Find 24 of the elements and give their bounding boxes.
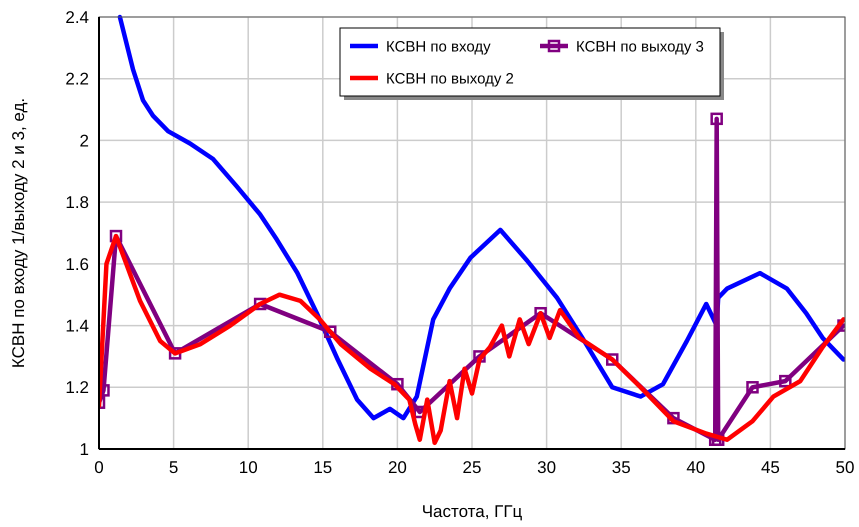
y-tick-label: 1 xyxy=(80,440,89,459)
x-tick-label: 0 xyxy=(94,458,104,477)
y-tick-label: 2 xyxy=(80,131,89,150)
y-tick-label: 1.4 xyxy=(65,316,89,336)
y-axis-title: КСВН по входу 1/выходу 2 и 3, ед. xyxy=(9,98,28,368)
x-tick-label: 25 xyxy=(462,458,482,477)
x-axis-title: Частота, ГГц xyxy=(422,502,523,521)
x-tick-label: 15 xyxy=(313,458,332,477)
y-tick-label: 1.8 xyxy=(65,193,89,212)
y-tick-label: 2.4 xyxy=(65,8,89,27)
x-tick-label: 45 xyxy=(760,458,780,477)
y-tick-label: 1.2 xyxy=(65,378,89,398)
x-tick-label: 40 xyxy=(686,458,706,477)
legend-label: КСВН по входу xyxy=(386,38,492,56)
x-tick-label: 10 xyxy=(238,458,258,477)
x-tick-label: 50 xyxy=(836,458,854,477)
x-tick-label: 20 xyxy=(388,458,407,477)
x-tick-label: 35 xyxy=(612,458,631,477)
x-tick-label: 5 xyxy=(168,458,178,477)
x-tick-label: 30 xyxy=(537,458,556,477)
y-tick-label: 2.2 xyxy=(65,70,89,89)
legend-label: КСВН по выходу 2 xyxy=(386,70,514,88)
legend-label: КСВН по выходу 3 xyxy=(576,38,704,56)
y-tick-label: 1.6 xyxy=(65,254,89,274)
